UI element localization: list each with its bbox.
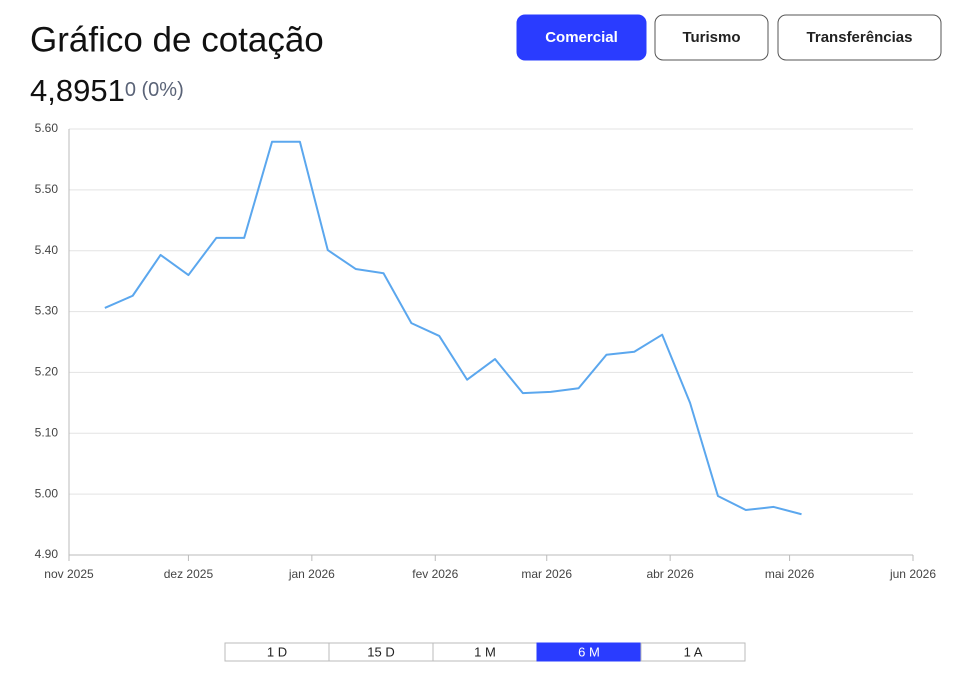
y-tick-label: 5.50 <box>35 182 59 196</box>
period-label[interactable]: 1 M <box>474 644 496 659</box>
price-change: 0 (0%) <box>125 79 184 101</box>
y-tick-label: 4.90 <box>35 547 59 561</box>
tab-button[interactable] <box>516 14 647 61</box>
x-tick-label: abr 2026 <box>646 567 694 581</box>
price-line <box>104 140 802 516</box>
y-tick-label: 5.00 <box>35 486 59 500</box>
period-label[interactable]: 15 D <box>367 644 394 659</box>
x-tick-label: dez 2025 <box>164 567 214 581</box>
y-tick-label: 5.20 <box>35 365 59 379</box>
page-title: Gráfico de cotação <box>30 20 324 59</box>
y-tick-label: 5.30 <box>35 304 59 318</box>
period-label[interactable]: 6 M <box>578 644 600 659</box>
period-button[interactable] <box>640 642 746 662</box>
y-tick-label: 5.60 <box>35 121 59 135</box>
tab-label[interactable]: Transferências <box>807 29 913 46</box>
price-value: 4,8951 <box>30 73 125 108</box>
y-tick-label: 5.40 <box>35 243 59 257</box>
tab-label[interactable]: Comercial <box>545 29 618 46</box>
y-tick-label: 5.10 <box>35 425 59 439</box>
tab-button[interactable] <box>777 14 942 61</box>
x-tick-label: jun 2026 <box>889 567 936 581</box>
tab-label[interactable]: Turismo <box>682 29 740 46</box>
x-tick-label: mai 2026 <box>765 567 815 581</box>
x-tick-label: mar 2026 <box>521 567 572 581</box>
tab-button[interactable] <box>654 14 769 61</box>
x-tick-label: jan 2026 <box>288 567 335 581</box>
price: 4,89510 (0%) <box>30 73 184 108</box>
x-tick-label: nov 2025 <box>44 567 94 581</box>
period-label[interactable]: 1 A <box>684 644 703 659</box>
period-label[interactable]: 1 D <box>267 644 287 659</box>
x-tick-label: fev 2026 <box>412 567 458 581</box>
